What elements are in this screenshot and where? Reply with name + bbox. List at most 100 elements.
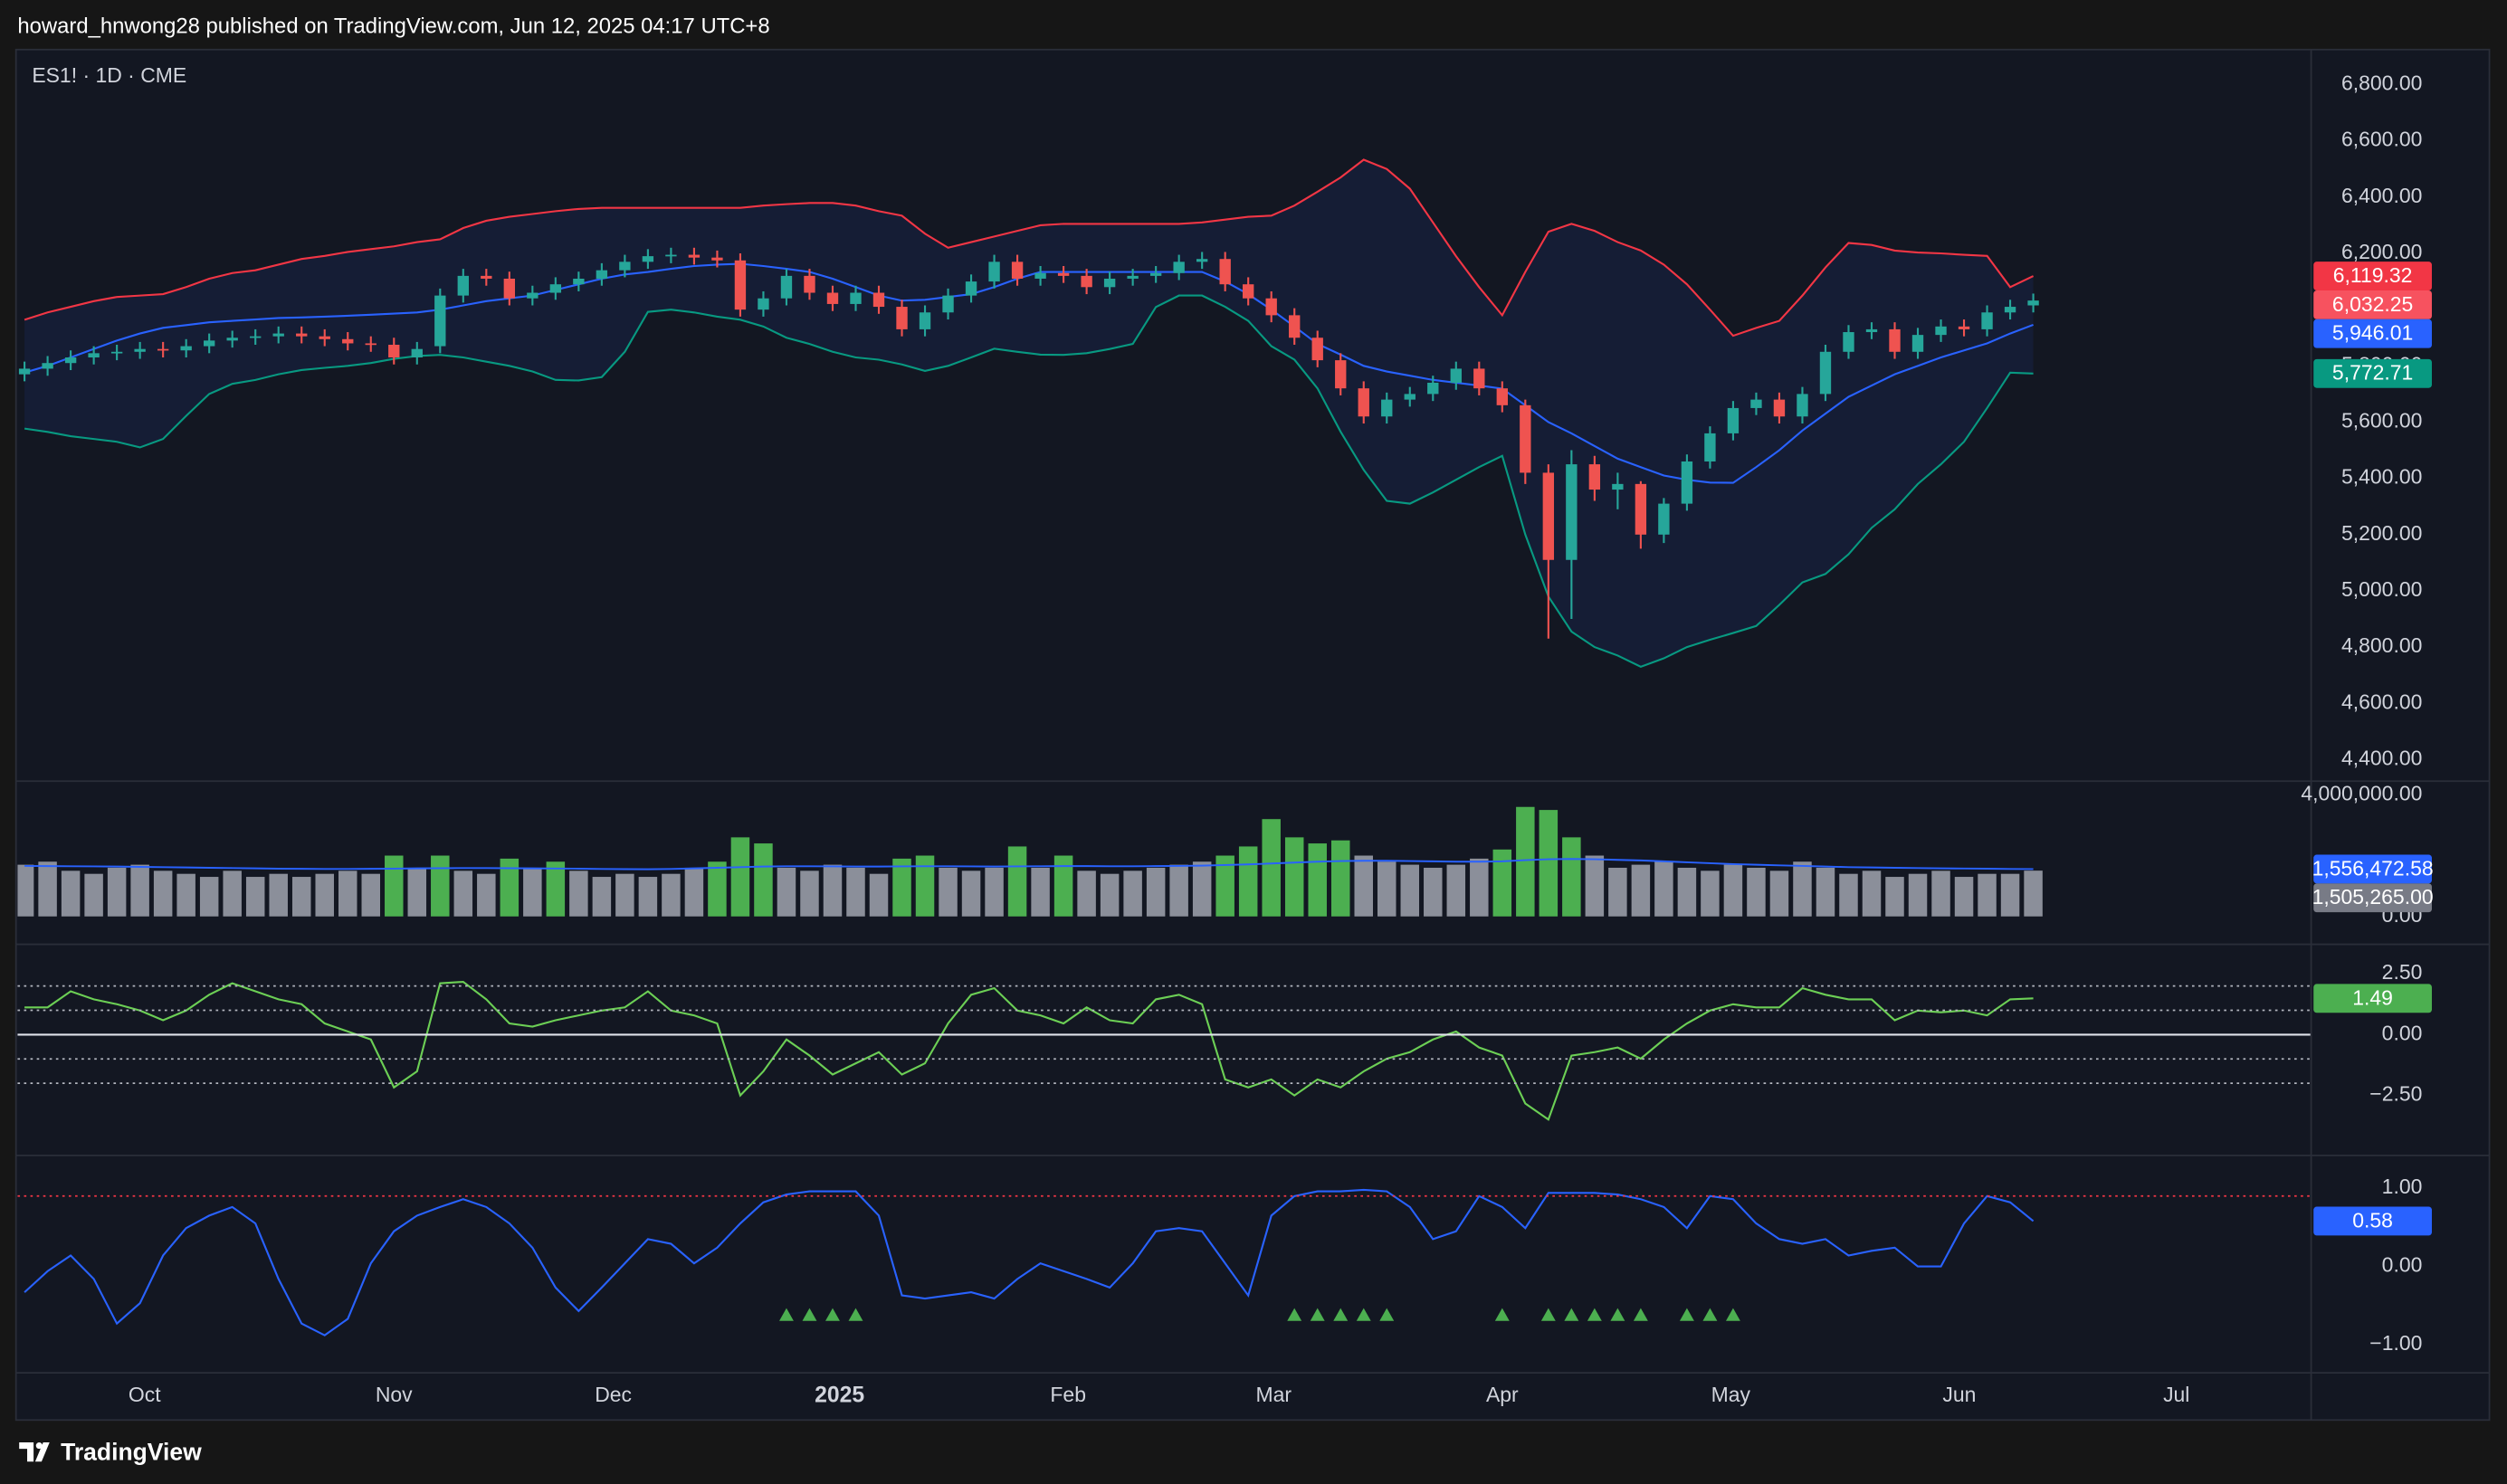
volume-bar — [1769, 870, 1789, 917]
y-tick-label: 4,400.00 — [2341, 746, 2422, 769]
pane-1 — [17, 806, 2043, 917]
volume-bar — [939, 867, 958, 917]
candle-body — [734, 260, 747, 310]
candle-body — [88, 353, 100, 357]
x-tick-label: Oct — [129, 1383, 161, 1406]
signal-marker — [1702, 1308, 1718, 1321]
volume-bar — [361, 873, 381, 917]
candle-body — [896, 307, 908, 329]
volume-bar — [1377, 861, 1396, 917]
volume-bar — [1608, 867, 1627, 917]
volume-bar — [153, 870, 173, 917]
candle-body — [1935, 326, 1947, 336]
volume-bar — [1516, 806, 1535, 917]
volume-bar — [1238, 846, 1258, 917]
candle-body — [1681, 461, 1693, 504]
candle-body — [411, 348, 423, 357]
volume-bar — [800, 870, 819, 917]
candle-body — [250, 336, 262, 338]
candle-body — [503, 278, 516, 299]
signal-marker — [1587, 1308, 1602, 1321]
logo-dot — [35, 1442, 43, 1450]
x-tick-label: Apr — [1486, 1383, 1519, 1406]
candle-body — [2027, 300, 2039, 306]
volume-bar — [1585, 855, 1605, 917]
candle-body — [1404, 394, 1416, 400]
candle-body — [1797, 394, 1808, 417]
candle-body — [711, 257, 723, 261]
volume-bar — [477, 873, 496, 917]
volume-bar — [1562, 837, 1581, 917]
candle-body — [942, 295, 954, 313]
candle-body — [42, 363, 53, 369]
y-tick-label: 5,400.00 — [2341, 465, 2422, 489]
candle-body — [64, 357, 77, 364]
volume-bar — [199, 877, 219, 917]
volume-bar — [1354, 855, 1373, 917]
candle-body — [1773, 399, 1786, 417]
candle-body — [157, 348, 169, 351]
y-tick-label: 6,800.00 — [2341, 71, 2422, 95]
volume-bar — [1330, 840, 1350, 917]
volume-bar — [1400, 864, 1420, 917]
logo-mark — [19, 1442, 50, 1462]
candle-body — [203, 340, 215, 347]
volume-bar — [1908, 873, 1928, 917]
candle-body — [296, 333, 308, 337]
candle-body — [850, 292, 862, 304]
symbol-label: ES1! · 1D · CME — [32, 63, 186, 87]
volume-bar — [569, 870, 588, 917]
candle-body — [1520, 404, 1531, 473]
candle-body — [1843, 332, 1854, 352]
signal-marker — [1287, 1308, 1302, 1321]
y-tick-label: 6,600.00 — [2341, 128, 2422, 151]
x-tick-label: Feb — [1050, 1383, 1086, 1406]
candle-body — [1358, 388, 1369, 417]
candle-body — [481, 275, 492, 279]
volume-bar — [38, 861, 57, 917]
volume-bar — [730, 837, 750, 917]
volume-bar — [1701, 870, 1720, 917]
candle-body — [1658, 503, 1670, 535]
candle-body — [1243, 284, 1254, 299]
volume-bar — [1007, 846, 1027, 917]
x-tick-label: Jun — [1942, 1383, 1976, 1406]
candle-body — [1450, 368, 1462, 383]
signal-marker — [1633, 1308, 1648, 1321]
volume-bar — [1862, 870, 1882, 917]
y-tick-label: 6,200.00 — [2341, 240, 2422, 263]
volume-bar — [846, 867, 865, 917]
candle-body — [1311, 338, 1323, 361]
volume-bar — [1123, 870, 1142, 917]
volume-bar — [1723, 864, 1743, 917]
signal-marker — [1540, 1308, 1556, 1321]
volume-bar — [1839, 873, 1858, 917]
candle-body — [665, 254, 677, 257]
candle-body — [1865, 328, 1878, 333]
volume-bar — [1446, 864, 1466, 917]
band-fill — [24, 159, 2034, 667]
volume-bar — [269, 873, 288, 917]
candle-body — [758, 298, 769, 310]
candle-body — [527, 292, 539, 299]
candle-body — [1427, 382, 1439, 395]
signal-marker — [779, 1308, 794, 1321]
volume-bar — [615, 873, 634, 917]
volume-bar — [1954, 877, 1974, 917]
volume-bar — [245, 877, 265, 917]
signal-marker — [1310, 1308, 1325, 1321]
candle-body — [872, 292, 885, 308]
candle-body — [388, 345, 400, 357]
volume-bar — [1053, 855, 1073, 917]
candle-body — [134, 348, 146, 352]
candle-body — [319, 336, 330, 339]
value-label-box — [2313, 290, 2432, 319]
value-label-box — [2313, 319, 2432, 348]
signal-marker — [1494, 1308, 1510, 1321]
x-tick-label: Mar — [1255, 1383, 1292, 1406]
y-tick-label: 2.50 — [2382, 960, 2423, 984]
candle-body — [1542, 472, 1555, 560]
value-label-box — [2313, 984, 2432, 1013]
volume-bar — [1978, 873, 1997, 917]
